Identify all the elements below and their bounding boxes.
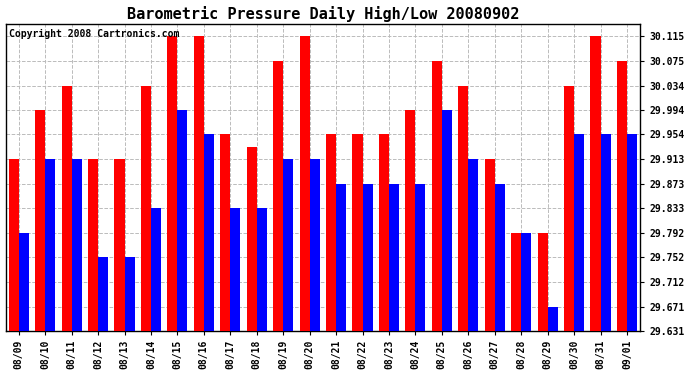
Bar xyxy=(574,134,584,331)
Bar xyxy=(125,257,135,331)
Bar xyxy=(511,233,521,331)
Bar xyxy=(115,159,125,331)
Bar xyxy=(19,233,29,331)
Bar xyxy=(273,61,283,331)
Bar xyxy=(72,159,81,331)
Bar xyxy=(591,36,600,331)
Bar xyxy=(194,36,204,331)
Bar xyxy=(362,184,373,331)
Bar xyxy=(46,159,55,331)
Bar xyxy=(283,159,293,331)
Bar xyxy=(548,307,558,331)
Bar xyxy=(299,36,310,331)
Bar xyxy=(141,86,151,331)
Bar xyxy=(521,233,531,331)
Bar xyxy=(600,134,611,331)
Text: Copyright 2008 Cartronics.com: Copyright 2008 Cartronics.com xyxy=(9,29,179,39)
Bar xyxy=(495,184,505,331)
Bar xyxy=(442,110,452,331)
Bar xyxy=(220,134,230,331)
Bar xyxy=(484,159,495,331)
Bar xyxy=(353,134,362,331)
Bar xyxy=(247,147,257,331)
Bar xyxy=(379,134,389,331)
Bar xyxy=(168,36,177,331)
Bar xyxy=(230,208,240,331)
Bar xyxy=(35,110,46,331)
Bar xyxy=(88,159,98,331)
Bar xyxy=(389,184,399,331)
Bar xyxy=(617,61,627,331)
Bar xyxy=(627,134,637,331)
Bar xyxy=(151,208,161,331)
Title: Barometric Pressure Daily High/Low 20080902: Barometric Pressure Daily High/Low 20080… xyxy=(127,6,519,21)
Bar xyxy=(9,159,19,331)
Bar xyxy=(432,61,442,331)
Bar xyxy=(257,208,267,331)
Bar xyxy=(458,86,469,331)
Bar xyxy=(177,110,188,331)
Bar xyxy=(204,134,214,331)
Bar xyxy=(98,257,108,331)
Bar xyxy=(405,110,415,331)
Bar xyxy=(310,159,319,331)
Bar xyxy=(564,86,574,331)
Bar xyxy=(336,184,346,331)
Bar xyxy=(469,159,478,331)
Bar xyxy=(326,134,336,331)
Bar xyxy=(415,184,426,331)
Bar xyxy=(538,233,548,331)
Bar xyxy=(61,86,72,331)
